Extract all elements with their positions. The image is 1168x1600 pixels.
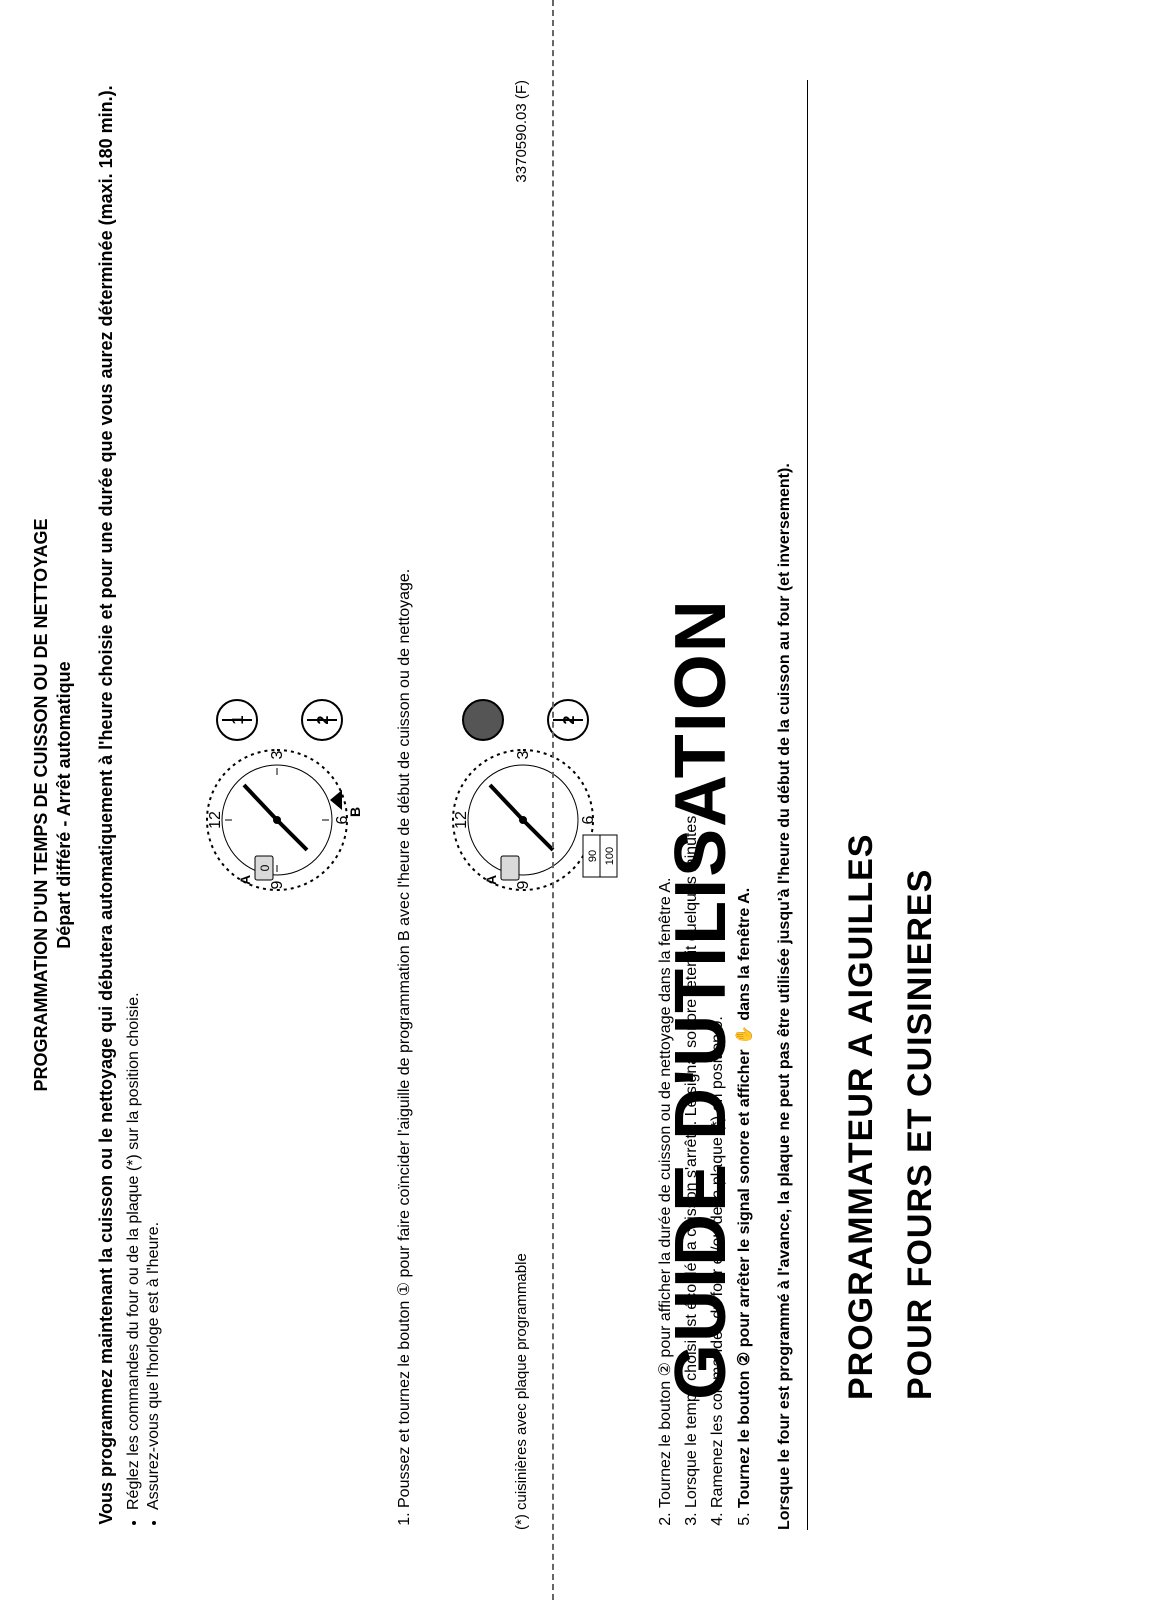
manual-title: GUIDE D'UTILISATION [660, 80, 742, 1400]
clock-3: 3 [269, 750, 286, 759]
prep-bullets: Réglez les commandes du four ou de la pl… [124, 80, 164, 1530]
section-title: PROGRAMMATION D'UN TEMPS DE CUISSON OU D… [30, 80, 53, 1530]
knob-1-label: 1 [230, 715, 247, 724]
intro-text: Vous programmez maintenant la cuisson ou… [95, 80, 118, 1530]
footnote-right: 3370590.03 (F) [513, 80, 530, 183]
label-B: B [347, 807, 363, 817]
subtitle-2: POUR FOURS ET CUISINIERES [901, 80, 940, 1400]
step-1: Poussez et tournez le bouton ① pour fair… [395, 80, 415, 1508]
knob-2-label: 2 [315, 715, 332, 724]
clock-9: 9 [269, 880, 286, 889]
svg-text:12: 12 [453, 811, 470, 829]
bullet-2: Assurez-vous que l'horloge est à l'heure… [144, 80, 164, 1510]
clock-figure-1: 12 3 6 9 A 0 B [182, 80, 377, 1530]
section-subtitle: Départ différé - Arrêt automatique [53, 80, 76, 1530]
title-panel: GUIDE D'UTILISATION PROGRAMMATEUR A AIGU… [560, 0, 1168, 1600]
subtitle-1: PROGRAMMATEUR A AIGUILLES [842, 80, 881, 1400]
instructions-panel: PROGRAMMATION D'UN TEMPS DE CUISSON OU D… [0, 0, 550, 1600]
bullet-1: Réglez les commandes du four ou de la pl… [124, 80, 144, 1510]
footer: (*) cuisinières avec plaque programmable… [513, 80, 530, 1530]
clock-12: 12 [207, 811, 224, 829]
footnote-left: (*) cuisinières avec plaque programmable [513, 1253, 530, 1530]
steps-list-1: Poussez et tournez le bouton ① pour fair… [395, 80, 415, 1530]
page-divider [552, 0, 556, 1600]
svg-text:A: A [483, 875, 499, 885]
label-A: A [237, 875, 253, 885]
window-A-value: 0 [258, 864, 272, 871]
